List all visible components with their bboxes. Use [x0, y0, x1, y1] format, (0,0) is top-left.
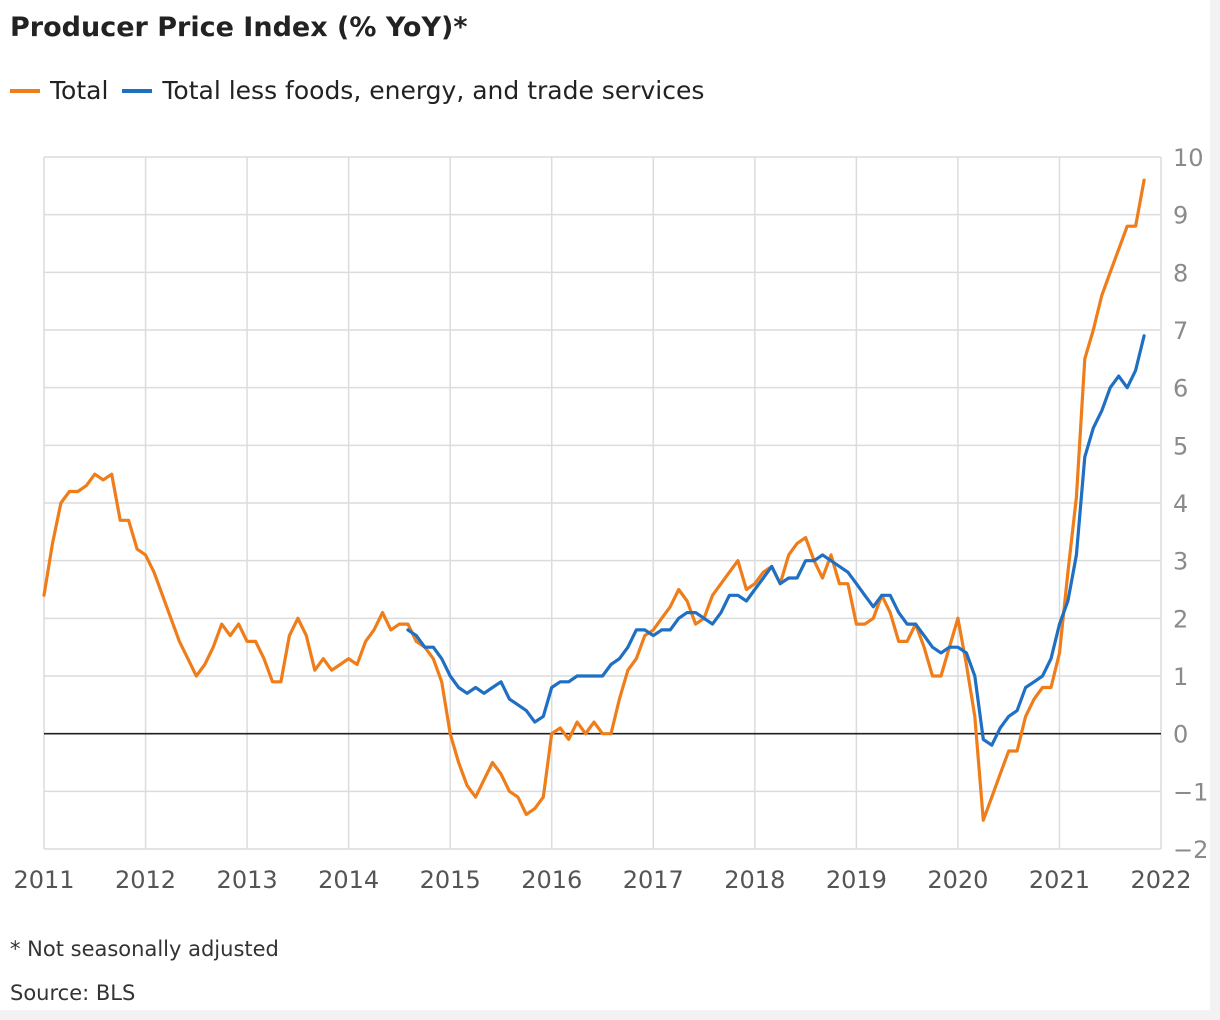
y-tick-label: 7 — [1173, 317, 1188, 345]
legend-label-total: Total — [50, 76, 109, 105]
x-tick-label: 2018 — [724, 866, 785, 894]
legend-item-core: Total less foods, energy, and trade serv… — [122, 76, 704, 105]
x-tick-label: 2022 — [1130, 866, 1191, 894]
y-tick-label: −1 — [1173, 778, 1208, 806]
footnote: * Not seasonally adjusted — [10, 937, 279, 961]
series-line-core — [406, 334, 1146, 747]
source-note: Source: BLS — [10, 981, 136, 1005]
y-tick-label: −2 — [1173, 836, 1208, 864]
x-tick-label: 2017 — [623, 866, 684, 894]
x-tick-label: 2015 — [420, 866, 481, 894]
x-tick-label: 2012 — [115, 866, 176, 894]
series-line-total — [42, 178, 1146, 822]
legend-swatch-core — [122, 88, 153, 93]
chart-title: Producer Price Index (% YoY)* — [10, 12, 468, 43]
x-tick-label: 2016 — [521, 866, 582, 894]
legend: Total Total less foods, energy, and trad… — [10, 76, 718, 105]
x-tick-label: 2013 — [217, 866, 278, 894]
x-tick-label: 2014 — [318, 866, 379, 894]
y-tick-label: 1 — [1173, 663, 1188, 691]
x-tick-label: 2021 — [1029, 866, 1090, 894]
y-tick-label: 3 — [1173, 548, 1188, 576]
x-tick-label: 2020 — [927, 866, 988, 894]
y-tick-label: 4 — [1173, 490, 1188, 518]
y-tick-label: 2 — [1173, 605, 1188, 633]
y-tick-label: 10 — [1173, 144, 1204, 172]
legend-item-total: Total — [10, 76, 108, 105]
y-tick-label: 6 — [1173, 375, 1188, 403]
x-tick-label: 2019 — [826, 866, 887, 894]
legend-swatch-total — [10, 88, 40, 93]
y-tick-label: 9 — [1173, 202, 1188, 230]
legend-label-core: Total less foods, energy, and trade serv… — [162, 76, 705, 105]
y-tick-label: 5 — [1173, 432, 1188, 460]
y-tick-label: 0 — [1173, 721, 1188, 749]
x-tick-label: 2011 — [13, 866, 74, 894]
y-tick-label: 8 — [1173, 259, 1188, 287]
